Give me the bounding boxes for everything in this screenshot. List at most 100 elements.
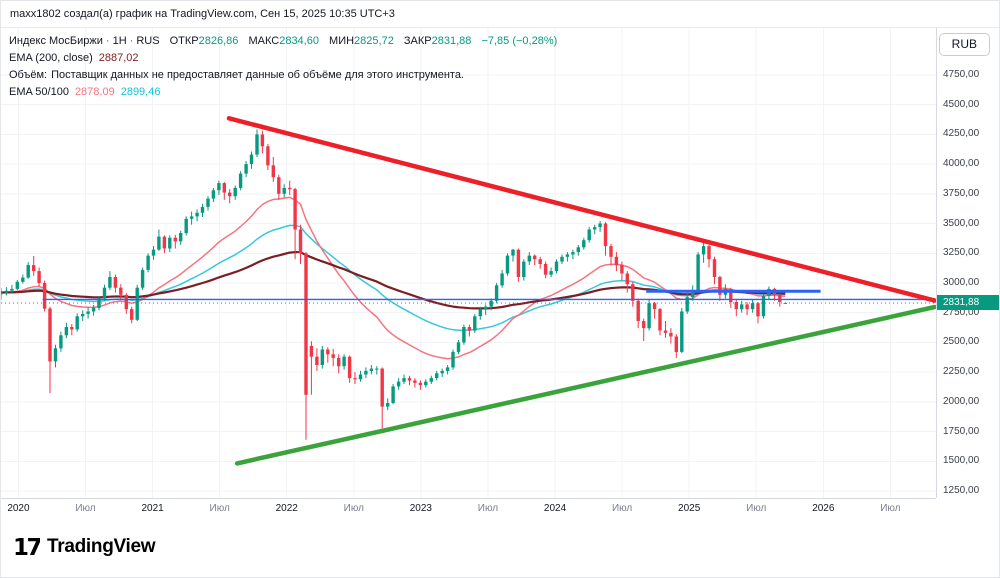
candle-body	[386, 403, 390, 407]
candle-body	[522, 261, 526, 278]
time-axis[interactable]: 2020 Июл 2021 Июл 2022 Июл 2023 Июл 2024 Июл 2025 И…	[1, 498, 936, 517]
candle-body	[42, 283, 47, 309]
candle-body	[70, 327, 74, 330]
candle-body	[402, 378, 406, 382]
candle-body	[288, 187, 292, 190]
time-tick-label: Июл	[209, 503, 230, 514]
candle-body	[750, 303, 755, 310]
tradingview-logo-text: TradingView	[47, 536, 156, 557]
price-tick-label: 3000,00	[943, 276, 980, 288]
candle-body	[353, 378, 357, 380]
candle-body	[266, 146, 270, 166]
candle-body	[554, 261, 559, 272]
candle-body	[603, 223, 608, 247]
candle-body	[440, 370, 444, 374]
candle-body	[113, 277, 118, 288]
candle-body	[4, 290, 9, 293]
price-tick-label: 4750,00	[943, 68, 980, 80]
price-tick-label: 4500,00	[943, 98, 980, 110]
candle-body	[467, 327, 472, 331]
tradingview-logo[interactable]: 17 TradingView	[13, 535, 156, 559]
candle-body	[1, 292, 3, 295]
time-tick-label: Июл	[880, 503, 901, 514]
chart-area[interactable]: Индекс МосБиржи · 1Н · RUS ОТКР2826,86 МАКС2…	[1, 28, 999, 498]
time-tick-label: Июл	[611, 503, 633, 514]
candle-body	[48, 308, 52, 362]
candle-body	[81, 313, 85, 317]
candle-body	[740, 304, 744, 310]
candle-body	[233, 187, 237, 197]
candle-body	[778, 294, 782, 302]
price-tick-label: 4000,00	[943, 158, 980, 170]
candle-body	[162, 236, 167, 249]
candle-body	[64, 327, 69, 336]
candle-body	[663, 330, 668, 333]
candle-body	[364, 370, 368, 375]
candle-body	[718, 277, 722, 295]
price-tick-label: 2000,00	[943, 395, 980, 407]
candle-body	[337, 357, 341, 367]
candle-body	[761, 296, 766, 317]
candle-body	[130, 309, 134, 320]
price-tick-label: 3500,00	[943, 217, 980, 229]
candle-body	[315, 356, 319, 365]
candle-body	[451, 351, 455, 368]
chart-canvas[interactable]	[1, 28, 936, 498]
candle-body	[614, 256, 619, 266]
candle-body	[652, 303, 657, 310]
candle-body	[102, 287, 107, 299]
candle-body	[500, 273, 504, 286]
candle-body	[609, 246, 613, 257]
currency-toggle-button[interactable]: RUB	[938, 33, 990, 56]
candle-body	[238, 173, 243, 188]
candle-body	[478, 309, 482, 317]
price-tick-label: 1250,00	[943, 484, 980, 496]
candle-body	[407, 378, 412, 381]
candle-body	[255, 134, 259, 155]
candle-body	[543, 264, 548, 275]
candle-body	[124, 294, 128, 310]
descending-resistance-trendline[interactable]	[226, 116, 936, 303]
candle-body	[533, 255, 537, 260]
price-tick-label: 3750,00	[943, 187, 980, 199]
candle-body	[647, 303, 651, 329]
candle-body	[707, 246, 711, 260]
candle-body	[511, 249, 515, 256]
candle-body	[685, 297, 689, 312]
candle-body	[119, 287, 123, 295]
candle-body	[331, 354, 335, 358]
candle-body	[179, 233, 183, 242]
candle-body	[691, 290, 695, 298]
candle-body	[712, 259, 717, 277]
candle-body	[462, 327, 466, 343]
ascending-support-trendline[interactable]	[234, 304, 936, 466]
time-tick-label: Июл	[343, 503, 364, 514]
candle-body	[396, 381, 401, 387]
candle-body	[375, 368, 379, 370]
ema-100-line	[1, 224, 786, 331]
candle-body	[674, 336, 678, 352]
candle-body	[26, 265, 30, 278]
price-tick-label: 1750,00	[943, 425, 980, 437]
candle-body	[59, 335, 63, 349]
candle-body	[37, 271, 41, 283]
candle-body	[151, 249, 156, 256]
candle-body	[271, 165, 275, 178]
candle-body	[734, 302, 738, 310]
candle-body	[320, 349, 324, 365]
candle-body	[217, 183, 221, 191]
tradingview-logo-icon: 17	[13, 535, 40, 559]
time-tick-label: Июл	[477, 503, 499, 514]
price-tick-label: 2750,00	[943, 306, 980, 318]
candle-body	[582, 240, 586, 248]
time-tick-label: 2025	[678, 503, 701, 514]
candle-body	[140, 269, 145, 288]
candle-body	[424, 381, 428, 386]
candle-body	[15, 281, 19, 289]
candle-body	[565, 254, 570, 257]
price-axis[interactable]: 4750,00 4500,00 4250,00 4000,00 3750,00 3500,…	[936, 28, 999, 498]
time-tick-label: Июл	[75, 503, 96, 514]
candle-body	[505, 255, 510, 274]
candle-body	[527, 255, 531, 262]
candle-body	[277, 177, 281, 194]
